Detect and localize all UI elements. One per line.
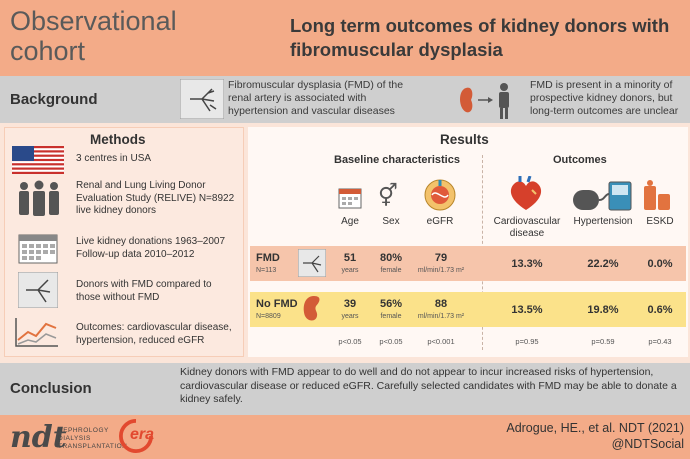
renal-angiogram-icon	[298, 249, 326, 277]
pval-egfr: p<0.001	[427, 337, 455, 346]
conclusion-band	[0, 363, 690, 415]
renal-angiogram-icon	[18, 272, 58, 308]
conclusion-label: Conclusion	[10, 380, 92, 397]
nofmd-cvd: 13.5%	[511, 304, 543, 316]
background-text-1: Fibromuscular dysplasia (FMD) of the ren…	[228, 79, 404, 117]
nofmd-egfr-unit: ml/min/1.73 m²	[417, 313, 465, 320]
nofmd-sex-unit: female	[380, 313, 402, 320]
dialysis-icon	[644, 180, 670, 210]
study-type: Observational cohort	[10, 6, 177, 66]
pval-eskd: p=0.43	[648, 337, 672, 346]
methods-item-3: Live kidney donations 1963–2007 Follow-u…	[76, 236, 226, 260]
citation: Adrogue, HE., et al. NDT (2021) @NDTSoci…	[440, 420, 684, 452]
methods-item-1: 3 centres in USA	[76, 153, 152, 164]
study-title: Long term outcomes of kidney donors with…	[290, 15, 670, 60]
nofmd-eskd: 0.6%	[647, 304, 673, 316]
pval-sex: p<0.05	[379, 337, 403, 346]
methods-item-2: Renal and Lung Living Donor Evaluation S…	[76, 180, 235, 216]
nofmd-age-unit: years	[341, 313, 359, 320]
people-group-icon	[19, 180, 59, 216]
col-age: Age	[341, 216, 359, 227]
row-name-fmd: FMD	[256, 252, 280, 264]
row-name-no-fmd: No FMD	[256, 298, 298, 310]
background-band	[0, 76, 690, 123]
glomerulus-icon	[424, 179, 456, 211]
methods-item-4: Donors with FMD compared to those withou…	[76, 279, 212, 303]
heart-icon	[510, 176, 542, 210]
results-heading: Results	[440, 132, 489, 147]
ndt-sub-2: DIALYSIS	[58, 435, 91, 442]
fmd-eskd: 0.0%	[647, 258, 673, 270]
nofmd-sex: 56%	[379, 298, 403, 310]
fmd-sex: 80%	[379, 252, 403, 264]
calendar-icon	[18, 234, 58, 264]
era-logo-icon	[119, 419, 153, 453]
ndt-subtitle: NEPHROLOGY DIALYSIS TRANSPLANTATION	[58, 427, 127, 451]
pval-htn: p=0.59	[591, 337, 615, 346]
table-row-no-fmd	[250, 292, 686, 327]
citation-text: Adrogue, HE., et al. NDT (2021)	[506, 421, 684, 435]
header-band	[0, 0, 690, 76]
fmd-cvd: 13.3%	[511, 258, 543, 270]
fmd-age-unit: years	[341, 267, 359, 274]
col-cvd: Cardiovascular disease	[493, 216, 561, 239]
conclusion-text: Kidney donors with FMD appear to do well…	[180, 366, 677, 405]
renal-angiogram-icon	[180, 79, 224, 119]
ndt-sub-1: NEPHROLOGY	[58, 427, 109, 434]
background-label: Background	[10, 91, 98, 108]
pval-cvd: p=0.95	[515, 337, 539, 346]
pval-age: p<0.05	[338, 337, 362, 346]
calendar-icon	[338, 188, 362, 209]
row-n-no-fmd: N=8809	[256, 313, 281, 320]
fmd-egfr: 79	[434, 252, 448, 264]
ndt-logo: ndt	[10, 420, 67, 455]
nofmd-age: 39	[343, 298, 357, 310]
row-n-fmd: N=113	[256, 267, 277, 274]
nofmd-htn: 19.8%	[587, 304, 619, 316]
kidney-icon	[303, 296, 320, 321]
sex-symbol-icon: ⚥	[378, 183, 398, 208]
background-text-2: FMD is present in a minority of prospect…	[530, 79, 679, 117]
outcomes-heading: Outcomes	[553, 154, 607, 166]
kidney-person-icon	[460, 83, 509, 119]
baseline-heading: Baseline characteristics	[334, 154, 460, 166]
social-handle: @NDTSocial	[611, 437, 684, 451]
fmd-sex-unit: female	[380, 267, 402, 274]
fmd-age: 51	[343, 252, 357, 264]
trend-chart-icon	[15, 318, 58, 347]
col-sex: Sex	[382, 216, 400, 227]
col-eskd: ESKD	[646, 216, 674, 227]
era-logo: era	[130, 426, 155, 443]
fmd-htn: 22.2%	[587, 258, 619, 270]
nofmd-egfr: 88	[434, 298, 448, 310]
col-htn: Hypertension	[573, 216, 633, 227]
blood-pressure-icon	[573, 181, 632, 211]
methods-heading: Methods	[90, 132, 146, 147]
ndt-sub-3: TRANSPLANTATION	[58, 443, 128, 450]
usa-flag-icon	[12, 146, 64, 174]
col-egfr: eGFR	[426, 216, 454, 227]
fmd-egfr-unit: ml/min/1.73 m²	[417, 267, 465, 274]
methods-item-5: Outcomes: cardiovascular disease, hypert…	[76, 322, 232, 346]
footer-band	[0, 415, 690, 459]
